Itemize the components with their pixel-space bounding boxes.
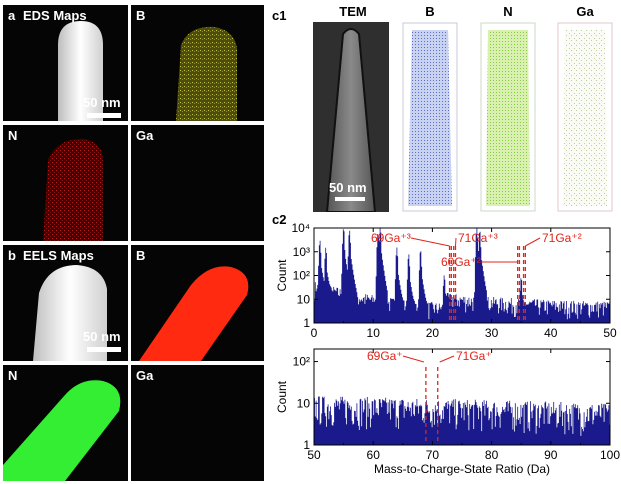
eds-n-map xyxy=(43,138,103,241)
eels-n-label: N xyxy=(8,368,18,383)
c1-ga-header: Ga xyxy=(576,4,594,19)
plot-frame-2 xyxy=(313,348,611,446)
eels-b-map xyxy=(139,266,249,361)
eels-scale-bar: 50 nm xyxy=(83,329,127,352)
plot-frame-1 xyxy=(313,227,611,324)
c1-n-header: N xyxy=(503,4,513,19)
nanowire-haadf-image xyxy=(58,21,103,121)
eds-ga-label: Ga xyxy=(136,128,154,143)
eds-b-tile: B xyxy=(131,5,264,121)
eds-ga-tile: Ga xyxy=(131,125,264,241)
y-tick-label: 10³ xyxy=(293,245,310,259)
x-tick-label: 50 xyxy=(307,448,321,462)
x-axis-label: Mass-to-Charge-State Ratio (Da) xyxy=(374,462,550,476)
panel-b-label: b xyxy=(8,248,16,263)
y-tick-label: 10² xyxy=(293,269,310,283)
eels-ga-label: Ga xyxy=(136,368,154,383)
eds-n-tile: N xyxy=(3,125,128,241)
ion-annotation-label: 60Ga⁺² xyxy=(441,255,481,269)
c1-tem-needle xyxy=(313,22,389,212)
eds-haadf-tile: a EDS Maps 50 nm xyxy=(3,5,128,121)
x-tick-label: 30 xyxy=(485,326,499,340)
y-tick-label: 10 xyxy=(297,292,311,306)
eels-n-tile: N xyxy=(3,365,128,481)
eds-n-label: N xyxy=(8,128,18,143)
c1-b-reconstruction xyxy=(402,22,458,212)
eels-b-tile: B xyxy=(131,245,264,361)
x-tick-label: 80 xyxy=(485,448,499,462)
eels-n-map xyxy=(3,380,121,481)
x-tick-label: 50 xyxy=(603,326,617,340)
x-tick-label: 0 xyxy=(311,326,318,340)
ion-arrow xyxy=(525,237,541,247)
eds-maps-title: EDS Maps xyxy=(23,8,87,23)
ion-annotation-label: 69Ga⁺ xyxy=(367,349,403,363)
spectrum-trace-2 xyxy=(314,396,611,445)
x-tick-label: 60 xyxy=(367,448,381,462)
x-tick-label: 100 xyxy=(600,448,620,462)
x-tick-label: 40 xyxy=(544,326,558,340)
eels-haadf-image xyxy=(33,265,107,361)
y-tick-label: 1 xyxy=(303,438,310,452)
eds-scale-bar-line xyxy=(87,113,121,118)
y-tick-label: 10⁴ xyxy=(291,221,310,235)
c1-scale-bar: 50 nm xyxy=(329,180,379,201)
c1-scale-bar-label: 50 nm xyxy=(329,180,367,195)
x-tick-label: 20 xyxy=(426,326,440,340)
x-tick-label: 10 xyxy=(367,326,381,340)
y-axis-label: Count xyxy=(275,380,289,413)
x-tick-label: 70 xyxy=(426,448,440,462)
y-tick-label: 1 xyxy=(303,316,310,330)
eels-b-label: B xyxy=(136,248,146,263)
ion-annotation-label: 71Ga⁺² xyxy=(542,231,582,245)
c1-n-reconstruction xyxy=(480,22,536,212)
eds-b-map xyxy=(176,26,237,121)
c1-tem-header: TEM xyxy=(339,4,367,19)
eels-ga-tile: Ga xyxy=(131,365,264,481)
panel-c2-label: c2 xyxy=(272,212,287,227)
ion-annotation-label: 71Ga⁺ xyxy=(456,349,492,363)
y-tick-label: 10 xyxy=(297,396,311,410)
ion-arrow xyxy=(410,237,450,247)
x-tick-label: 90 xyxy=(544,448,558,462)
c1-ga-reconstruction xyxy=(557,22,613,212)
c1-b-header: B xyxy=(425,4,435,19)
y-tick-label: 10² xyxy=(293,355,310,369)
eels-scale-bar-label: 50 nm xyxy=(83,329,121,344)
c1-tem-image: 50 nm xyxy=(313,22,389,212)
panel-a-label: a xyxy=(8,8,16,23)
c1-scale-bar-line xyxy=(335,197,365,201)
y-axis-label: Count xyxy=(275,259,289,292)
eels-haadf-tile: b EELS Maps 50 nm xyxy=(3,245,128,361)
eels-maps-title: EELS Maps xyxy=(23,248,94,263)
ion-arrow xyxy=(454,237,457,247)
eds-scale-bar: 50 nm xyxy=(83,95,127,118)
ion-arrow xyxy=(439,355,455,363)
eels-scale-bar-line xyxy=(87,347,121,352)
eds-b-label: B xyxy=(136,8,146,23)
ion-annotation-label: 71Ga⁺³ xyxy=(458,231,498,245)
ion-arrow xyxy=(402,355,425,363)
panel-c1-label: c1 xyxy=(272,8,287,23)
ion-annotation-label: 69Ga⁺³ xyxy=(371,231,411,245)
eds-scale-bar-label: 50 nm xyxy=(83,95,121,110)
spectrum-trace-1 xyxy=(314,228,611,323)
